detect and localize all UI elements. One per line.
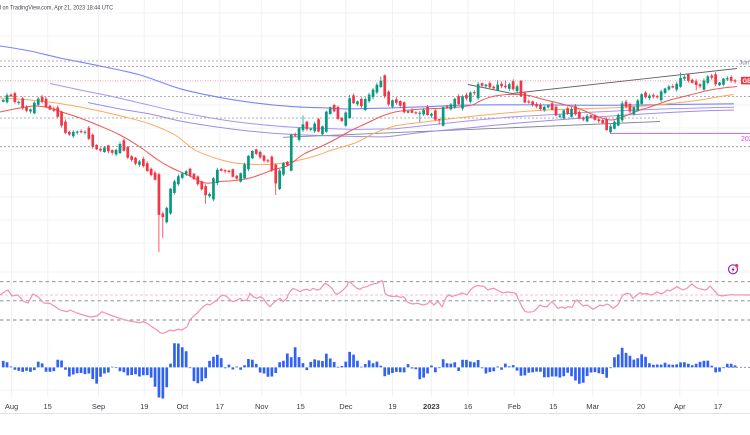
svg-text:20: 20 — [637, 402, 645, 411]
svg-text:Aug: Aug — [5, 402, 18, 411]
svg-text:15: 15 — [549, 402, 557, 411]
svg-text:Apr: Apr — [674, 402, 686, 411]
svg-text:19: 19 — [388, 402, 396, 411]
svg-text:Nov: Nov — [255, 402, 269, 411]
svg-text:GB: GB — [743, 79, 750, 85]
svg-text:19: 19 — [140, 402, 148, 411]
svg-text:17: 17 — [714, 402, 722, 411]
svg-text:Oct: Oct — [177, 402, 190, 411]
svg-text:17: 17 — [216, 402, 224, 411]
svg-text:Jun '2: Jun '2 — [739, 59, 750, 66]
svg-text:2023: 2023 — [423, 402, 440, 411]
svg-text:Sep: Sep — [92, 402, 105, 411]
svg-text:15: 15 — [44, 402, 52, 411]
svg-text:d on TradingView.com, Apr 21,: d on TradingView.com, Apr 21, 2023 18:44… — [0, 5, 113, 12]
svg-text:Feb: Feb — [508, 402, 521, 411]
svg-text:Mar: Mar — [586, 402, 599, 411]
svg-text:2023: 2023 — [741, 136, 750, 143]
svg-text:15: 15 — [297, 402, 305, 411]
svg-text:Dec: Dec — [339, 402, 353, 411]
svg-text:16: 16 — [464, 402, 472, 411]
